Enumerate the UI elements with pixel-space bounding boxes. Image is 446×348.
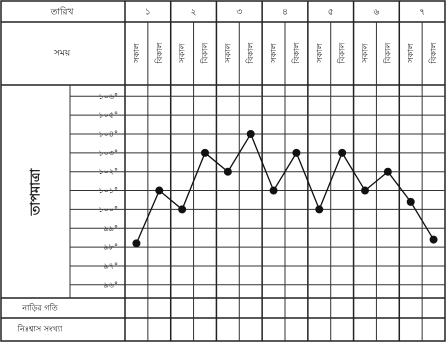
- time-label: সকাল: [315, 42, 324, 63]
- date-label: তারিখ: [50, 7, 75, 18]
- time-label: সময়: [53, 49, 71, 59]
- temperature-point: [429, 235, 438, 244]
- date: ২: [191, 8, 197, 18]
- temperature-line: [135, 132, 435, 244]
- temperature-point: [155, 186, 164, 195]
- temperature-point: [361, 186, 369, 195]
- temperature-point: [223, 167, 232, 176]
- date: ৫: [328, 8, 334, 18]
- temperature-point: [383, 167, 392, 176]
- date: ৬: [373, 8, 379, 18]
- time-label: সকাল: [361, 42, 370, 63]
- date: ৪: [282, 8, 288, 18]
- temperature-point: [269, 186, 278, 195]
- temperature-point: [338, 148, 347, 157]
- temperature-point: [132, 239, 141, 248]
- temperature-point: [246, 130, 255, 139]
- respiration-label: নিঃশ্বাস সংখ্যা: [17, 325, 63, 334]
- temperature-point: [178, 205, 187, 214]
- time-label: সকাল: [269, 42, 278, 63]
- date: ৩: [236, 8, 242, 18]
- y-axis-label: তাপমাত্রা: [29, 167, 44, 216]
- time-label: বিকাল: [246, 42, 255, 65]
- pulse-label: নাড়ির গতি: [21, 304, 59, 313]
- date: ৭: [419, 8, 425, 18]
- time-label: সকাল: [132, 42, 141, 63]
- time-label: সকাল: [223, 42, 232, 63]
- time-label: বিকাল: [201, 42, 210, 65]
- time-label: সকাল: [178, 42, 187, 63]
- temperature-point: [292, 148, 301, 157]
- time-label: বিকাল: [155, 42, 164, 65]
- temperature-point: [201, 148, 209, 157]
- time-label: বিকাল: [383, 42, 392, 65]
- date: ১: [145, 8, 151, 18]
- time-label: সকাল: [406, 42, 415, 63]
- temperature-point: [315, 205, 324, 214]
- temperature-point: [406, 197, 415, 206]
- time-label: বিকাল: [338, 42, 347, 65]
- time-label: বিকাল: [429, 42, 438, 65]
- time-label: বিকাল: [292, 42, 301, 65]
